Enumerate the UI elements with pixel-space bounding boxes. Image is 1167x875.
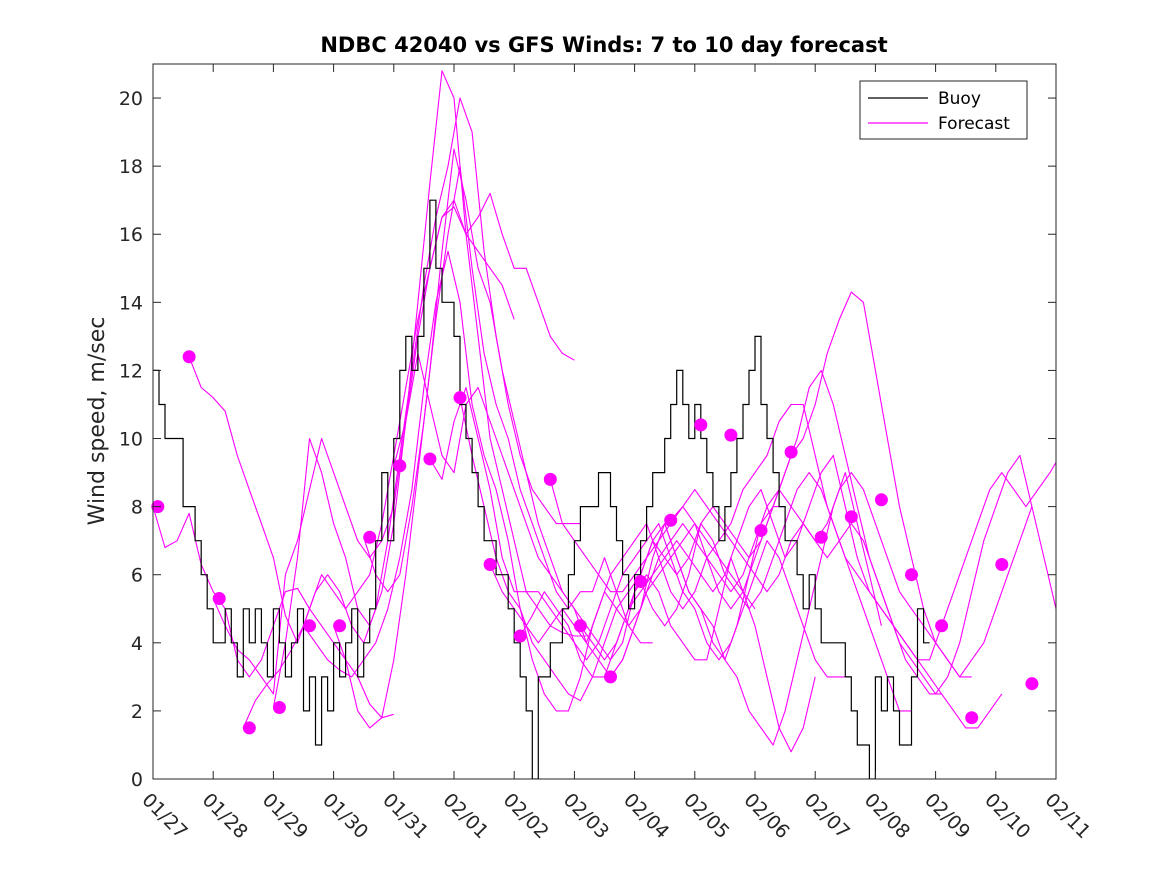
y-tick-label: 8 <box>131 497 143 519</box>
y-tick-label: 4 <box>131 633 143 655</box>
forecast-run-line <box>363 165 786 661</box>
forecast-marker <box>483 558 497 571</box>
y-tick-label: 12 <box>119 360 143 382</box>
forecast-marker <box>784 445 798 459</box>
forecast-run-line <box>640 462 1056 661</box>
y-tick-label: 14 <box>119 292 143 314</box>
y-tick-label: 18 <box>119 156 143 178</box>
forecast-run-line <box>670 454 1056 695</box>
forecast-marker <box>1025 677 1039 691</box>
forecast-marker <box>754 523 768 537</box>
forecast-marker <box>965 711 979 725</box>
forecast-marker <box>905 568 919 582</box>
forecast-marker <box>844 510 858 524</box>
y-tick-label: 0 <box>131 769 143 791</box>
plot-area-frame <box>152 63 1057 780</box>
y-tick-label: 2 <box>131 701 143 723</box>
buoy-line <box>153 199 930 779</box>
forecast-markers-group <box>151 350 1039 735</box>
forecast-marker <box>935 619 949 633</box>
forecast-marker <box>182 350 196 364</box>
y-axis: 0 2 4 6 8 10 12 14 16 18 20 <box>119 88 1056 791</box>
forecast-run-line <box>272 70 587 708</box>
forecast-marker <box>573 619 587 633</box>
forecast-marker <box>272 701 286 714</box>
y-tick-label: 6 <box>131 565 143 587</box>
y-tick-label: 10 <box>119 429 143 451</box>
forecast-run-line <box>333 148 756 729</box>
forecast-marker <box>724 428 738 442</box>
forecast-marker <box>664 513 678 527</box>
legend: Buoy Forecast <box>859 80 1028 140</box>
legend-box <box>859 80 1028 140</box>
y-tick-label: 16 <box>119 224 143 246</box>
forecast-marker <box>333 619 347 633</box>
forecast-marker <box>874 493 888 507</box>
forecast-marker <box>604 670 618 684</box>
y-axis-label: Wind speed, m/sec <box>85 317 110 526</box>
chart-title: NDBC 42040 vs GFS Winds: 7 to 10 day for… <box>320 33 887 57</box>
buoy-line-group <box>153 199 930 779</box>
forecast-marker <box>634 575 648 589</box>
forecast-run-line <box>579 454 1003 729</box>
forecast-marker <box>363 530 377 544</box>
forecast-marker <box>814 530 828 544</box>
forecast-marker <box>242 721 256 735</box>
forecast-marker <box>303 619 317 633</box>
forecast-marker <box>513 629 527 643</box>
forecast-marker <box>453 391 467 405</box>
forecast-marker <box>543 472 557 486</box>
forecast-marker <box>212 592 226 606</box>
y-tick-label: 20 <box>119 88 143 110</box>
forecast-run-line <box>549 291 972 678</box>
legend-forecast-label: Forecast <box>938 114 1010 134</box>
forecast-marker <box>423 452 437 466</box>
forecast-run-line <box>212 206 515 695</box>
forecast-marker <box>995 558 1009 571</box>
legend-buoy-label: Buoy <box>938 89 981 109</box>
forecast-marker <box>694 418 708 432</box>
forecast-marker <box>393 459 407 473</box>
